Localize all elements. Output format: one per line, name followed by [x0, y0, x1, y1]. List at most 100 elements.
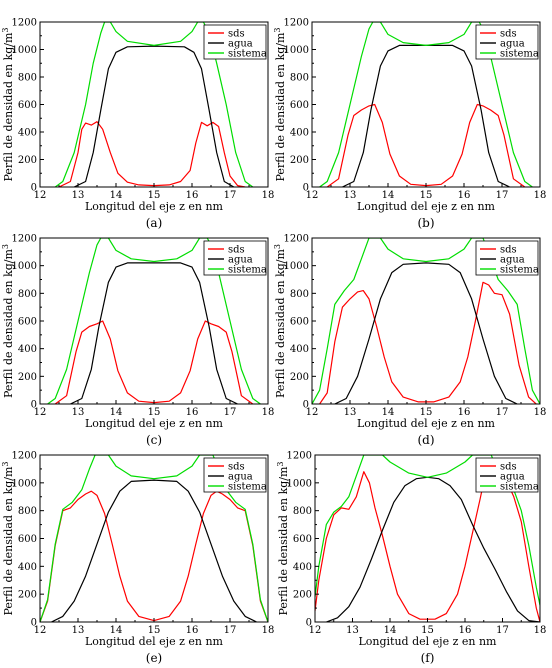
panel-e: 12 13 14 15 16 17 18 0 200 400 600 800 1000 1200 Longi…: [1, 451, 274, 666]
y-tick-label: 800: [290, 289, 309, 300]
legend-label-sds: sds: [500, 462, 517, 473]
y-tick-label: 800: [290, 73, 309, 84]
y-tick-label: 1200: [12, 18, 37, 29]
series-line-sistema: [40, 455, 268, 622]
y-tick-label: 400: [290, 344, 309, 355]
legend-label-sds: sds: [228, 245, 245, 256]
x-tick-label: 17: [496, 190, 509, 201]
legend-label-sistema: sistema: [228, 482, 267, 493]
x-tick-label: 18: [534, 625, 547, 636]
panel-caption: (e): [146, 651, 162, 665]
x-tick-label: 17: [224, 190, 237, 201]
y-tick-label: 600: [290, 100, 309, 111]
x-tick-label: 13: [346, 625, 359, 636]
series-line-agua: [51, 479, 257, 622]
x-tick-label: 16: [186, 407, 199, 418]
x-tick-label: 17: [496, 407, 509, 418]
x-tick-label: 18: [262, 407, 275, 418]
y-tick-label: 600: [18, 534, 37, 545]
x-tick-label: 18: [534, 407, 547, 418]
x-tick-label: 13: [344, 190, 357, 201]
x-tick-label: 12: [34, 190, 47, 201]
y-axis-label: Perfil de densidad en kg/m3: [1, 244, 15, 398]
y-tick-label: 0: [31, 183, 37, 194]
y-tick-label: 1000: [12, 478, 37, 489]
x-tick-label: 16: [458, 190, 471, 201]
panel-a: 12 13 14 15 16 17 18 0 200 400 600 800 1000 1200 Longi…: [1, 18, 274, 231]
x-tick-label: 15: [148, 407, 161, 418]
series-line-agua: [73, 45, 235, 187]
y-tick-label: 1200: [284, 18, 309, 29]
legend-label-agua: agua: [228, 39, 253, 50]
x-tick-label: 15: [420, 407, 433, 418]
panel-caption: (b): [417, 216, 434, 230]
x-tick-label: 12: [306, 190, 319, 201]
x-tick-label: 15: [148, 625, 161, 636]
legend-label-sds: sds: [228, 462, 245, 473]
legend-label-sds: sds: [500, 29, 517, 40]
x-tick-label: 14: [384, 625, 397, 636]
series-line-sds: [40, 490, 268, 622]
x-tick-label: 14: [382, 407, 395, 418]
y-tick-label: 800: [293, 506, 312, 517]
x-tick-label: 14: [382, 190, 395, 201]
y-tick-label: 1200: [12, 451, 37, 462]
series-line-sds: [54, 320, 254, 404]
series-line-sds: [315, 471, 540, 622]
series-line-agua: [326, 476, 540, 622]
x-tick-label: 13: [72, 190, 85, 201]
x-axis-label: Longitud del eje z en nm: [85, 635, 224, 648]
y-tick-label: 1000: [12, 261, 37, 272]
legend-label-sds: sds: [500, 245, 517, 256]
x-tick-label: 14: [110, 407, 123, 418]
x-tick-label: 15: [420, 190, 433, 201]
legend-label-sds: sds: [228, 29, 245, 40]
y-tick-label: 600: [18, 317, 37, 328]
panel-caption: (a): [146, 216, 163, 230]
y-tick-label: 0: [31, 618, 37, 629]
y-tick-label: 400: [18, 344, 37, 355]
y-tick-label: 1200: [287, 451, 312, 462]
y-tick-label: 0: [303, 400, 309, 411]
y-tick-label: 200: [290, 155, 309, 166]
y-tick-label: 400: [18, 128, 37, 139]
legend-label-sistema: sistema: [500, 265, 539, 276]
panel-c: 12 13 14 15 16 17 18 0 200 400 600 800 1000 1200 Longi…: [1, 234, 274, 448]
y-tick-label: 1000: [287, 478, 312, 489]
y-tick-label: 400: [290, 128, 309, 139]
y-axis-label: Perfil de densidad en kg/m3: [1, 27, 15, 181]
y-axis-label: Perfil de densidad en kg/m3: [276, 461, 290, 615]
series-line-sds: [326, 103, 526, 187]
legend-label-sistema: sistema: [228, 49, 267, 60]
y-tick-label: 600: [293, 534, 312, 545]
y-tick-label: 1200: [284, 234, 309, 245]
x-tick-label: 18: [534, 190, 547, 201]
x-axis-label: Longitud del eje z en nm: [357, 417, 496, 430]
legend-label-sistema: sistema: [500, 49, 539, 60]
x-tick-label: 18: [262, 190, 275, 201]
x-tick-label: 12: [34, 407, 47, 418]
x-tick-label: 12: [34, 625, 47, 636]
series-line-sistema: [315, 455, 540, 606]
y-axis-label: Perfil de densidad en kg/m3: [273, 244, 287, 398]
y-tick-label: 600: [18, 100, 37, 111]
y-tick-label: 200: [18, 590, 37, 601]
y-tick-label: 200: [18, 372, 37, 383]
legend-label-agua: agua: [500, 472, 525, 483]
series-line-sistema: [47, 238, 261, 404]
y-axis-label: Perfil de densidad en kg/m3: [273, 27, 287, 181]
x-tick-label: 13: [72, 407, 85, 418]
panel-f: 12 13 14 15 16 17 18 0 200 400 600 800 1000 1200 Longi…: [276, 451, 546, 666]
y-tick-label: 1000: [12, 45, 37, 56]
y-tick-label: 1200: [12, 234, 37, 245]
series-line-sistema: [319, 22, 533, 187]
legend-label-sistema: sistema: [500, 482, 539, 493]
y-tick-label: 0: [303, 183, 309, 194]
y-tick-label: 200: [290, 372, 309, 383]
x-tick-label: 14: [110, 190, 123, 201]
